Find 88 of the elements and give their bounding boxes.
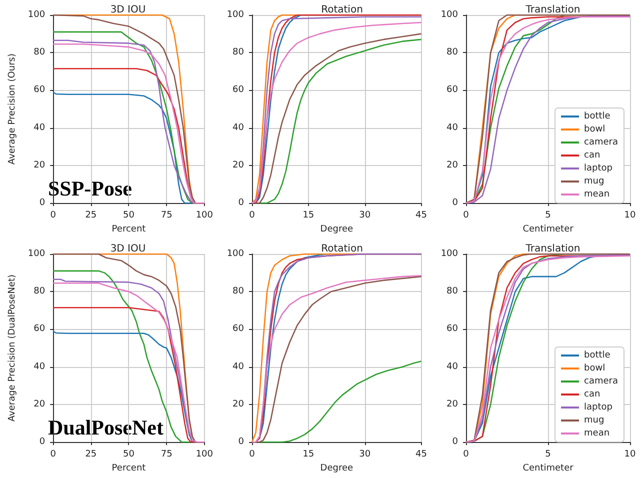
legend-label: mug: [584, 176, 604, 186]
y-tick-label: 80: [232, 48, 244, 58]
x-tick-label: 30: [359, 210, 371, 221]
legend-label: mean: [584, 190, 610, 200]
chart-title: Rotation: [321, 244, 363, 254]
x-tick-label: 100: [196, 210, 214, 221]
y-tick-label: 0: [452, 198, 458, 208]
legend-label: bottle: [584, 350, 611, 360]
y-tick-label: 100: [440, 10, 458, 20]
y-tick-label: 80: [446, 286, 458, 297]
y-tick-label: 0: [39, 437, 46, 448]
chart-title: Translation: [524, 4, 580, 16]
legend-label: can: [584, 150, 600, 160]
y-tick-label: 20: [446, 399, 458, 410]
x-tick-label: 15: [302, 210, 314, 221]
legend-label: bottle: [584, 112, 611, 122]
legend-label: bowl: [584, 364, 606, 374]
legend-label: can: [584, 390, 600, 400]
x-tick-label: 5: [545, 450, 551, 460]
x-tick-label: 50: [123, 210, 135, 221]
x-tick-label: 0: [463, 210, 470, 221]
legend-label: mug: [584, 416, 604, 426]
x-tick-label: 10: [624, 210, 636, 221]
x-axis-title: Percent: [112, 464, 146, 474]
legend-label: mean: [584, 428, 610, 438]
y-tick-label: 80: [446, 48, 458, 58]
x-tick-label: 0: [50, 210, 56, 221]
y-tick-label: 0: [39, 198, 46, 208]
chart-title: 3D IOU: [110, 4, 146, 16]
y-tick-label: 20: [34, 160, 46, 170]
y-tick-label: 0: [238, 198, 244, 208]
y-tick-label: 100: [226, 10, 244, 20]
x-tick-label: 0: [249, 210, 256, 221]
y-tick-label: 20: [232, 399, 244, 410]
y-tick-label: 100: [28, 10, 46, 20]
y-tick-label: 60: [34, 324, 46, 334]
y-tick-label: 40: [34, 362, 46, 372]
x-tick-label: 5: [545, 210, 551, 221]
legend-label: camera: [584, 376, 618, 386]
x-tick-label: 75: [160, 210, 172, 221]
y-tick-label: 0: [452, 437, 458, 448]
y-tick-label: 60: [446, 85, 458, 96]
x-tick-label: 25: [85, 450, 97, 460]
x-tick-label: 100: [196, 450, 214, 460]
x-tick-label: 75: [160, 450, 172, 460]
y-tick-label: 80: [34, 286, 46, 297]
y-tick-label: 60: [232, 324, 244, 334]
chart-title: Rotation: [321, 4, 363, 16]
x-tick-label: 0: [50, 450, 56, 460]
x-tick-label: 45: [416, 210, 427, 221]
y-axis-title: Average Precision (Ours): [8, 54, 18, 165]
x-tick-label: 0: [463, 450, 470, 460]
y-tick-label: 40: [232, 362, 244, 372]
y-tick-label: 20: [232, 160, 244, 170]
x-tick-label: 30: [359, 450, 371, 460]
y-tick-label: 100: [440, 249, 458, 259]
x-tick-label: 15: [302, 450, 314, 460]
y-tick-label: 40: [34, 122, 46, 133]
y-tick-label: 100: [28, 249, 46, 259]
y-tick-label: 60: [446, 324, 458, 334]
x-tick-label: 25: [85, 210, 97, 221]
x-tick-label: 10: [624, 450, 636, 460]
x-tick-label: 0: [249, 450, 256, 460]
x-axis-title: Percent: [112, 224, 146, 234]
chart-title: Translation: [524, 244, 580, 254]
legend-label: laptop: [584, 164, 613, 174]
x-axis-title: Centimeter: [522, 464, 574, 474]
y-tick-label: 60: [232, 85, 244, 96]
legend-label: bowl: [584, 124, 606, 134]
x-axis-title: Centimeter: [522, 224, 574, 234]
y-tick-label: 80: [232, 286, 244, 297]
y-tick-label: 100: [226, 249, 244, 259]
y-axis-title: Average Precision (DualPoseNet): [8, 274, 18, 422]
x-axis-title: Degree: [320, 224, 354, 234]
legend-label: camera: [584, 138, 618, 148]
y-tick-label: 0: [238, 437, 244, 448]
y-tick-label: 40: [446, 122, 458, 133]
y-tick-label: 60: [34, 85, 46, 96]
x-axis-title: Degree: [320, 464, 354, 474]
y-tick-label: 80: [34, 48, 46, 58]
x-tick-label: 45: [416, 450, 427, 460]
legend-label: laptop: [584, 402, 613, 412]
x-tick-label: 50: [123, 450, 135, 460]
y-tick-label: 20: [446, 160, 458, 170]
y-tick-label: 40: [446, 362, 458, 372]
chart-title: 3D IOU: [110, 244, 146, 254]
y-tick-label: 40: [232, 122, 244, 133]
y-tick-label: 20: [34, 399, 46, 410]
